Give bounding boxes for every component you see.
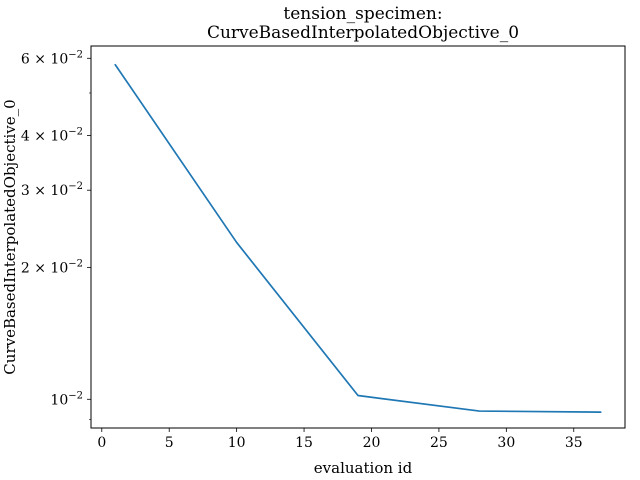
data-point xyxy=(114,63,117,66)
x-tick-label: 5 xyxy=(165,435,174,451)
plot-frame xyxy=(90,45,626,429)
x-tick-label: 25 xyxy=(430,435,448,451)
chart-title-line1: tension_specimen: xyxy=(283,4,442,24)
y-tick-label: 6 × 10−2 xyxy=(21,49,83,67)
data-point xyxy=(478,410,481,413)
y-tick-label: 10−2 xyxy=(50,390,83,408)
data-point xyxy=(235,241,238,244)
x-tick-label: 10 xyxy=(228,435,246,451)
objective-series-line xyxy=(114,63,602,413)
plot-area: 0 5 10 15 20 25 30 35 6 × 10−2 4 × 10−2 3 × 10−2 2 … xyxy=(21,49,602,451)
x-tick-label: 15 xyxy=(295,435,313,451)
x-tick-label: 35 xyxy=(565,435,583,451)
data-point xyxy=(357,394,360,397)
y-tick-label: 2 × 10−2 xyxy=(21,258,83,276)
y-tick-label: 3 × 10−2 xyxy=(21,181,83,199)
y-axis-label: CurveBasedInterpolatedObjective_0 xyxy=(1,99,19,374)
chart-title-line2: CurveBasedInterpolatedObjective_0 xyxy=(207,23,519,43)
y-tick-label: 4 × 10−2 xyxy=(21,126,83,144)
x-tick-label: 30 xyxy=(497,435,515,451)
x-tick-label: 0 xyxy=(97,435,106,451)
data-point xyxy=(599,411,602,414)
x-tick-label: 20 xyxy=(363,435,381,451)
x-axis-label: evaluation id xyxy=(314,459,413,477)
